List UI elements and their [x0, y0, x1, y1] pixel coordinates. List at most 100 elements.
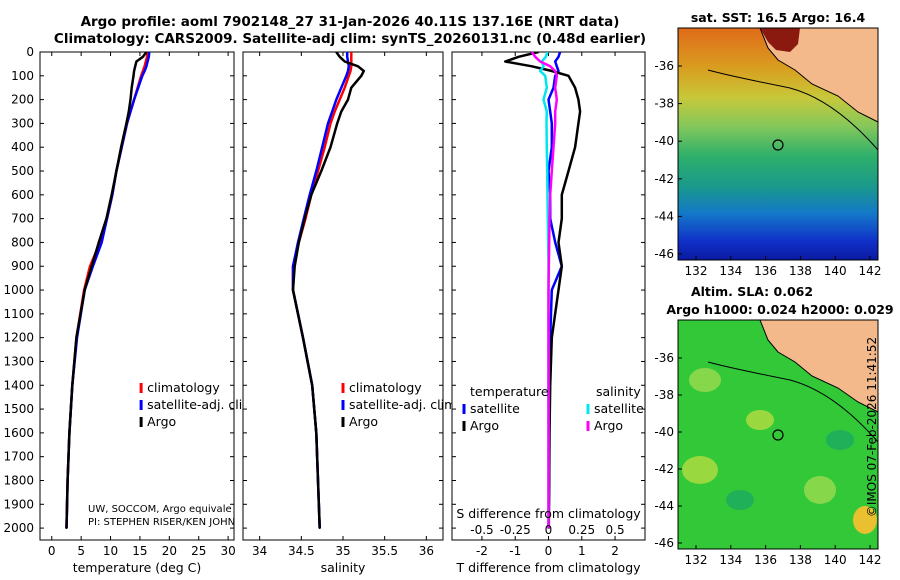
sla-coastline: [759, 319, 879, 413]
x-tick-label: 5: [77, 544, 85, 558]
data-point: [320, 170, 323, 172]
data-point: [554, 70, 557, 72]
data-point: [517, 55, 520, 58]
map-lon-label: 142: [859, 264, 882, 278]
data-point: [75, 336, 78, 339]
credit-line: PI: STEPHEN RISER/KEN JOHN: [88, 517, 235, 528]
y-tick-label: 1100: [3, 307, 34, 321]
data-point: [105, 217, 108, 220]
map-lat-label: -44: [654, 499, 674, 513]
data-point: [549, 193, 552, 196]
x-tick-label: 34: [252, 544, 267, 558]
x-tick-label: 36: [419, 544, 434, 558]
data-point: [560, 265, 563, 268]
figure-title-line1: Argo profile: aoml 7902148_27 31-Jan-202…: [80, 14, 620, 30]
secondary-tick-label: 0.25: [568, 523, 595, 537]
map-lon-label: 142: [859, 553, 882, 567]
map-lat-label: -46: [654, 536, 674, 550]
map-lon-label: 140: [824, 553, 847, 567]
legend-label: satellite: [594, 401, 644, 416]
y-tick-label: 100: [11, 69, 34, 83]
data-point: [66, 479, 69, 482]
legend-label: climatology: [147, 380, 220, 395]
data-point: [347, 70, 349, 72]
sla-map: Altim. SLA: 0.062 Argo h1000: 0.024 h200…: [654, 284, 893, 567]
data-point: [560, 193, 563, 196]
y-tick-label: 1300: [3, 354, 34, 368]
map-lat-label: -42: [654, 172, 674, 186]
data-point: [357, 65, 359, 68]
imos-timestamp: ©IMOS 07-Feb-2026 11:41:52: [864, 336, 879, 518]
data-point: [110, 193, 113, 196]
map-lat-label: -36: [654, 59, 674, 73]
data-point: [548, 241, 551, 244]
data-point: [323, 146, 326, 149]
data-point: [303, 217, 306, 220]
y-tick-label: 1800: [3, 473, 34, 487]
credit-line: UW, SOCCOM, Argo equivale: [88, 504, 232, 515]
sla-blob: [853, 506, 877, 534]
series-line-s-argo: [530, 52, 559, 529]
data-point: [336, 122, 339, 125]
data-point: [545, 122, 548, 125]
secondary-tick-label: -0.25: [500, 523, 531, 537]
data-point: [547, 98, 550, 101]
data-point: [120, 146, 122, 149]
x-tick-label: -1: [509, 544, 521, 558]
sla-shelf-contour: [707, 361, 879, 443]
data-point: [333, 110, 336, 113]
y-tick-label: 900: [11, 259, 34, 273]
data-point: [350, 65, 353, 68]
data-point: [297, 241, 300, 244]
data-point: [531, 65, 533, 68]
data-point: [347, 98, 349, 101]
data-point: [547, 336, 550, 339]
y-tick-label: 1700: [3, 450, 34, 464]
data-point: [547, 384, 550, 387]
data-point: [547, 265, 550, 268]
data-point: [318, 527, 321, 529]
sst-shelf-contour: [707, 69, 879, 151]
data-point: [360, 74, 363, 77]
data-point: [321, 146, 324, 149]
data-point: [346, 55, 349, 58]
data-point: [115, 170, 118, 172]
data-point: [537, 52, 540, 53]
y-tick-label: 0: [26, 45, 34, 59]
data-point: [148, 52, 151, 53]
data-point: [539, 70, 542, 72]
salinity-panel: 34 34.5 35 35.5 36 salinity climatology satelli…: [242, 51, 460, 575]
data-point: [546, 52, 549, 53]
difference-panel: -2 -1 0 1 2 T difference from climatology temp…: [451, 51, 646, 575]
sla-blob: [746, 410, 774, 430]
data-point: [350, 52, 353, 53]
sst-map-title: sat. SST: 16.5 Argo: 16.4: [691, 10, 866, 25]
map-lat-label: -40: [654, 425, 674, 439]
data-point: [547, 527, 550, 529]
data-point: [350, 86, 353, 89]
data-point: [574, 86, 576, 89]
data-point: [134, 65, 137, 68]
y-tick-label: 2000: [3, 521, 34, 535]
data-point: [143, 70, 146, 72]
data-point: [346, 52, 349, 53]
data-point: [343, 86, 346, 89]
data-point: [550, 336, 553, 339]
data-point: [329, 146, 332, 149]
data-point: [90, 265, 93, 268]
data-point: [548, 217, 551, 220]
data-point: [560, 217, 563, 220]
y-tick-label: 1000: [3, 283, 34, 297]
y-tick-label: 400: [11, 140, 34, 154]
legend-label: satellite-adj. clim.: [349, 397, 460, 412]
data-point: [130, 86, 133, 89]
sst-argo-marker: [772, 139, 784, 151]
map-lon-label: 138: [789, 553, 812, 567]
x-tick-label: 30: [220, 544, 235, 558]
x-axis-label: temperature (deg C): [73, 560, 202, 575]
map-lat-label: -36: [654, 351, 674, 365]
map-lat-label: -38: [654, 388, 674, 402]
data-point: [545, 86, 548, 89]
series-line-argo: [65, 52, 148, 529]
data-point: [555, 98, 558, 101]
